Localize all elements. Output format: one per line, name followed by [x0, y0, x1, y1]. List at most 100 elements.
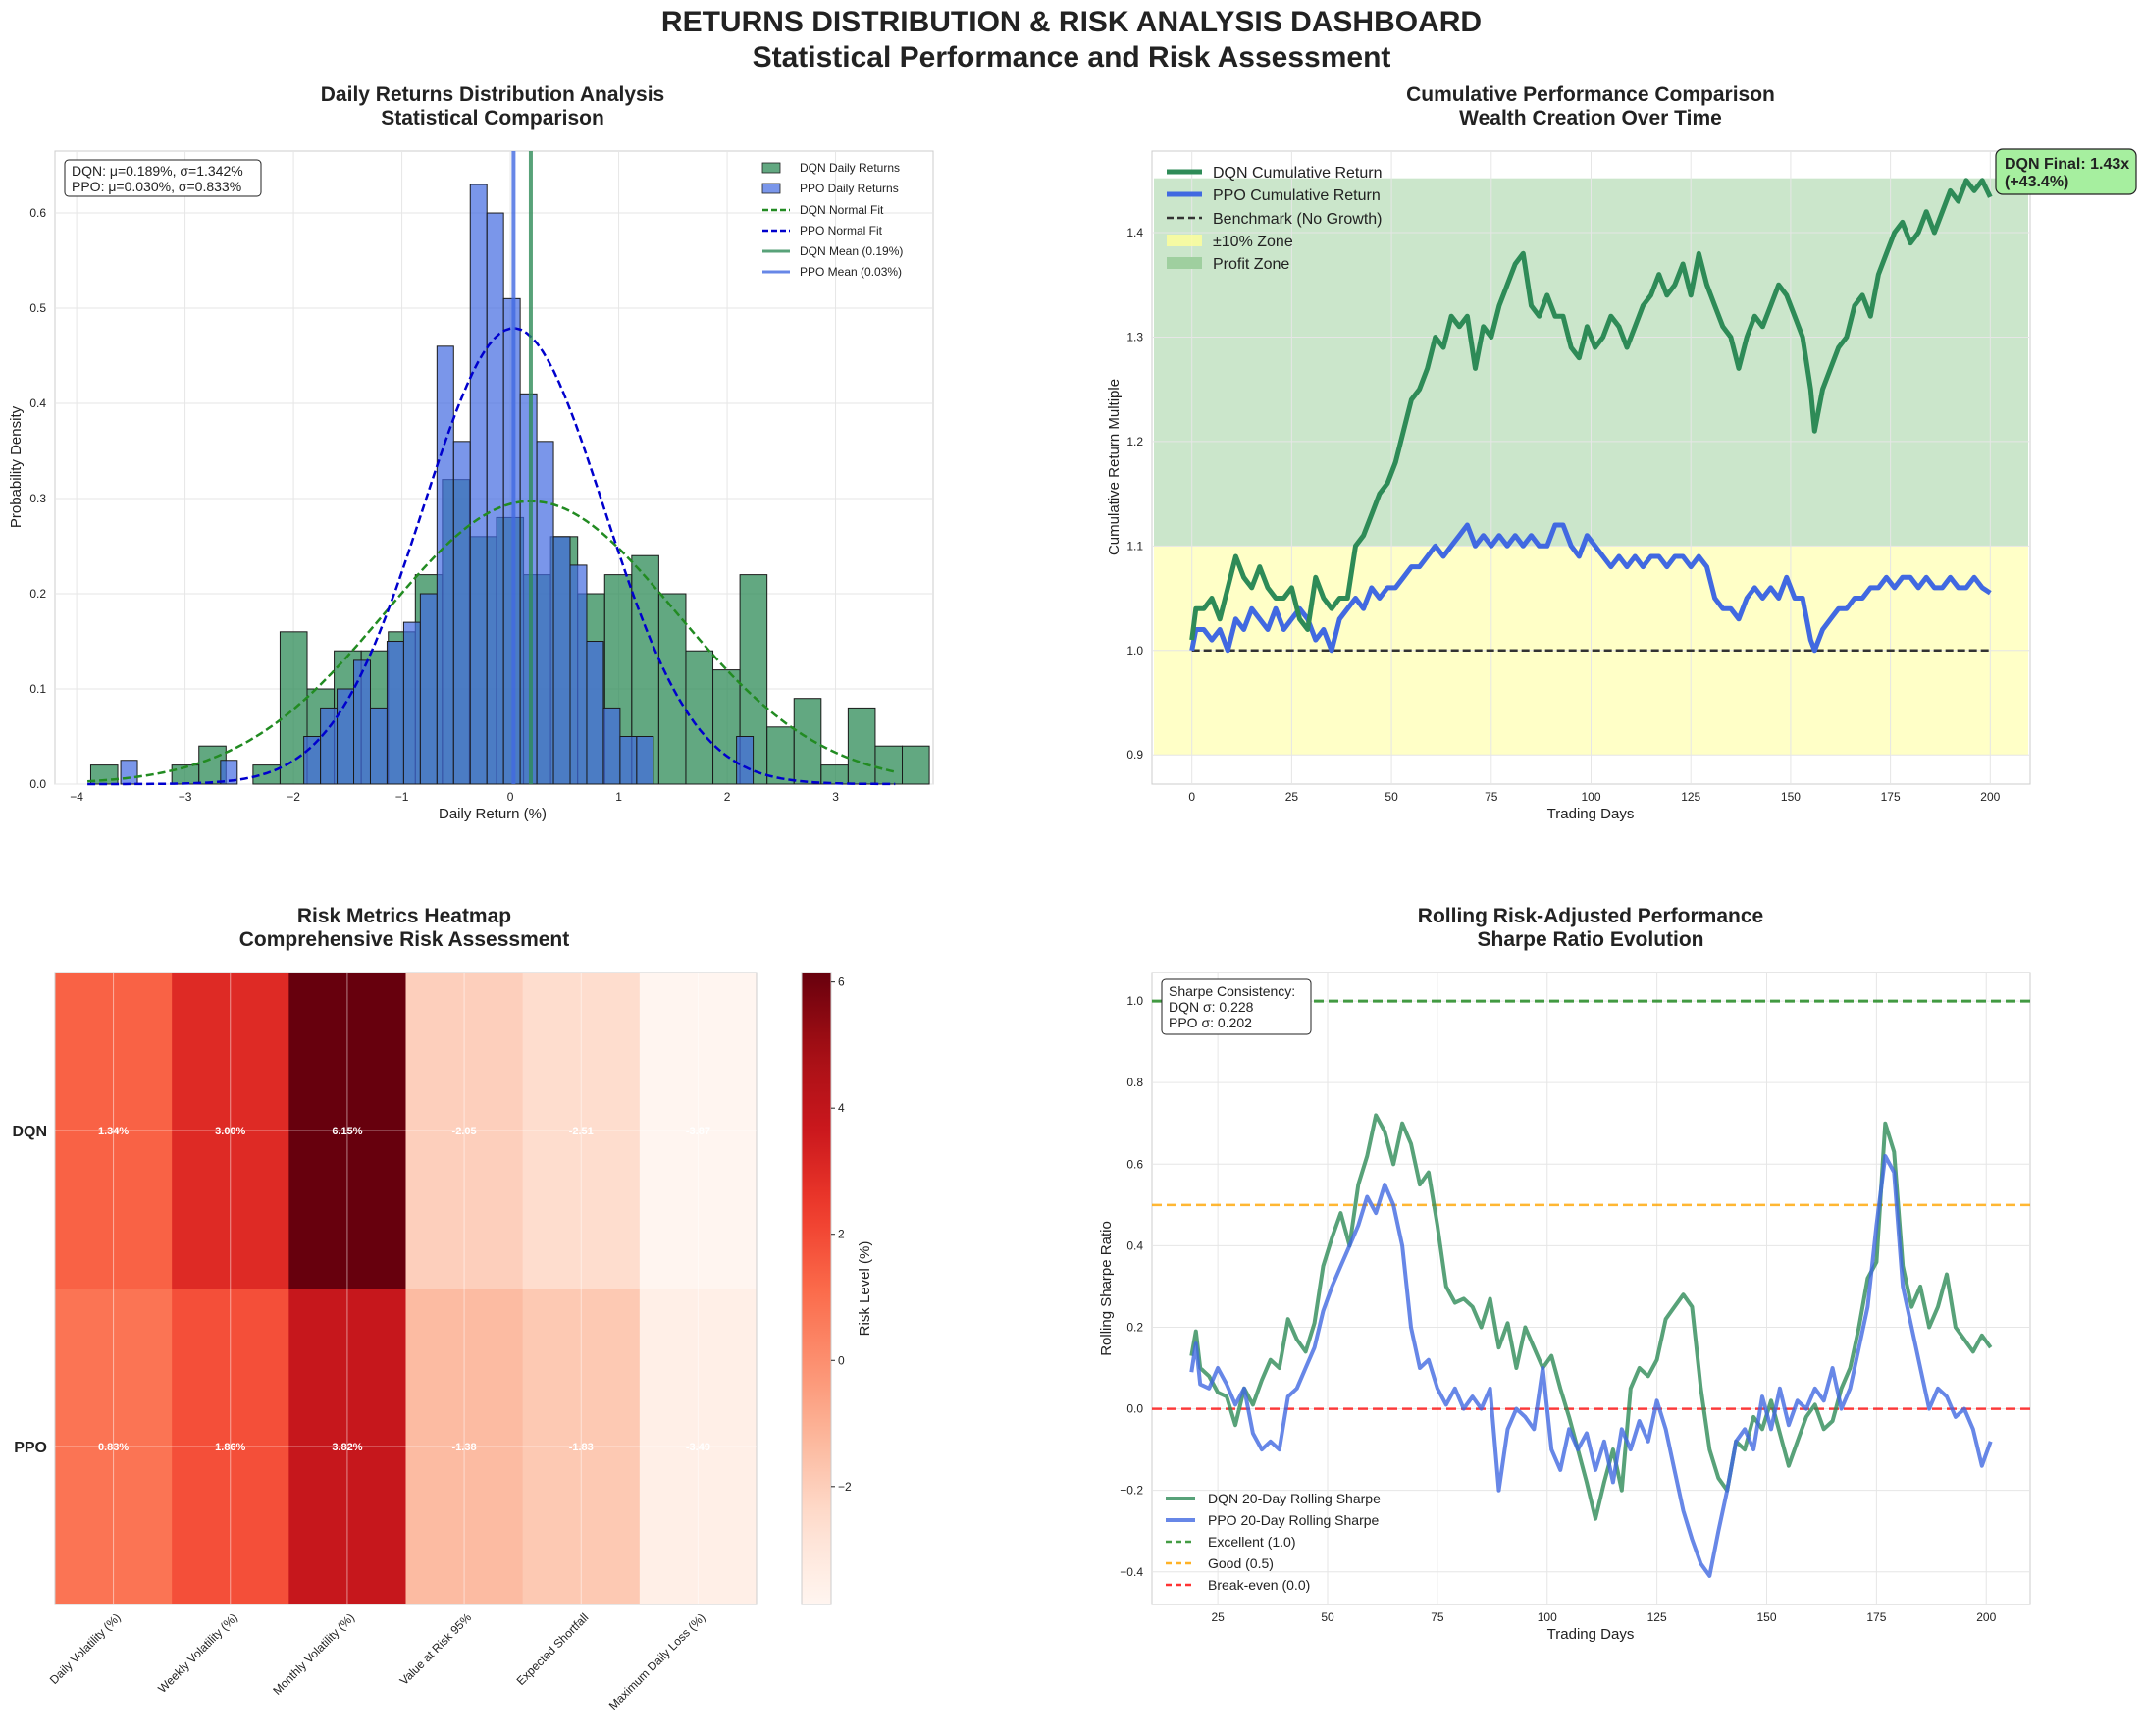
- ppo-hist-bar: [419, 593, 438, 785]
- dqn-cumulative-line: [1189, 178, 1993, 641]
- dqn-rolling-sharpe-line: [1189, 1113, 1993, 1521]
- heatmap-column-label: Weekly Volatility (%): [155, 1610, 240, 1696]
- hist-ytick-label: 0.3: [29, 492, 46, 505]
- hist-ytick-label: 0.2: [29, 587, 46, 601]
- hist-legend: DQN Daily Returns PPO Daily Returns DQN …: [761, 161, 903, 279]
- cum-legend-dqn: DQN Cumulative Return: [1213, 165, 1383, 182]
- ppo-hist-bar: [452, 441, 471, 785]
- cum-xtick-label: 75: [1485, 790, 1498, 804]
- ppo-hist-bar: [402, 621, 421, 785]
- ppo-hist-bar: [619, 736, 638, 785]
- hist-title: Daily Returns Distribution Analysis: [321, 83, 664, 106]
- sharpe-stats-dqn: DQN σ: 0.228: [1169, 999, 1254, 1015]
- heatmap-row-label: PPO: [14, 1440, 47, 1456]
- sharpe-stats-ppo: PPO σ: 0.202: [1169, 1015, 1252, 1030]
- hist-stats-dqn: DQN: μ=0.189%, σ=1.342%: [72, 163, 243, 179]
- heat-colorbar-label: Risk Level (%): [857, 1241, 873, 1337]
- dqn-hist-bar: [847, 707, 876, 785]
- colorbar-tick-label: 2: [838, 1228, 845, 1241]
- returns-distribution-panel: Daily Returns Distribution Analysis Stat…: [8, 83, 934, 822]
- sharpe-xtick-label: 100: [1538, 1610, 1557, 1624]
- dqn-hist-bar: [712, 669, 741, 785]
- ppo-hist-bar: [552, 536, 571, 785]
- sharpe-subtitle: Sharpe Ratio Evolution: [1477, 928, 1703, 951]
- sharpe-title: Rolling Risk-Adjusted Performance: [1418, 905, 1763, 927]
- heatmap-column-label: Daily Volatility (%): [47, 1610, 124, 1687]
- ppo-hist-bar: [303, 736, 322, 785]
- hist-stats-box: DQN: μ=0.189%, σ=1.342% PPO: μ=0.030%, σ…: [64, 159, 262, 197]
- ppo-hist-bar: [353, 659, 371, 785]
- cum-xtick-label: 100: [1581, 790, 1600, 804]
- cum-ylabel: Cumulative Return Multiple: [1106, 379, 1123, 555]
- cum-xlabel: Trading Days: [1547, 806, 1635, 822]
- sharpe-ytick-label: 0.6: [1126, 1157, 1143, 1171]
- hist-ytick-label: 0.0: [29, 777, 46, 791]
- sharpe-ytick-label: 0.4: [1126, 1238, 1143, 1252]
- colorbar: [801, 972, 832, 1605]
- cum-ytick-label: 1.1: [1126, 539, 1143, 552]
- cum-xtick-label: 200: [1980, 790, 2000, 804]
- ppo-hist-bar: [386, 641, 404, 785]
- ppo-hist-bar: [519, 393, 538, 785]
- dqn-hist-bar: [793, 698, 822, 785]
- sharpe-legend-excellent: Excellent (1.0): [1208, 1534, 1295, 1550]
- cum-ytick-label: 1.2: [1126, 435, 1143, 448]
- sharpe-legend-good: Good (0.5): [1208, 1555, 1274, 1571]
- sharpe-xtick-label: 200: [1976, 1610, 1996, 1624]
- sharpe-ylabel: Rolling Sharpe Ratio: [1098, 1221, 1115, 1356]
- cum-final-label: DQN Final: 1.43x: [2005, 156, 2129, 173]
- sharpe-xtick-label: 50: [1321, 1610, 1334, 1624]
- dqn-hist-bar: [685, 650, 714, 785]
- hist-legend-dqn-mean: DQN Mean (0.19%): [800, 244, 903, 258]
- dqn-hist-bar: [874, 745, 904, 785]
- hist-xtick-label: −2: [287, 790, 300, 804]
- ppo-hist-bar: [469, 184, 488, 785]
- colorbar-tick-label: 6: [838, 975, 845, 989]
- sharpe-stats-heading: Sharpe Consistency:: [1169, 983, 1295, 999]
- cumulative-performance-panel: Cumulative Performance Comparison Wealth…: [1106, 83, 2137, 822]
- hist-xtick-label: 0: [507, 790, 514, 804]
- risk-heatmap-panel: Risk Metrics Heatmap Comprehensive Risk …: [12, 905, 873, 1712]
- ppo-hist-bar: [736, 736, 755, 785]
- hist-ylabel: Probability Density: [8, 405, 25, 528]
- sharpe-ytick-label: −0.4: [1120, 1565, 1143, 1579]
- cum-title: Cumulative Performance Comparison: [1406, 83, 1775, 106]
- cum-xtick-label: 125: [1681, 790, 1700, 804]
- sharpe-xlabel: Trading Days: [1547, 1626, 1635, 1643]
- ppo-normal-fit: [87, 327, 896, 786]
- hist-stats-ppo: PPO: μ=0.030%, σ=0.833%: [72, 179, 241, 194]
- cum-ytick-label: 0.9: [1126, 748, 1143, 762]
- sharpe-legend: DQN 20-Day Rolling Sharpe PPO 20-Day Rol…: [1166, 1491, 1381, 1593]
- hist-legend-dqn-fit: DQN Normal Fit: [800, 203, 884, 217]
- sharpe-legend-breakeven: Break-even (0.0): [1208, 1577, 1310, 1593]
- cum-legend-ppo: PPO Cumulative Return: [1213, 187, 1381, 204]
- rolling-sharpe-panel: Rolling Risk-Adjusted Performance Sharpe…: [1098, 905, 2031, 1643]
- hist-ytick-label: 0.1: [29, 682, 46, 696]
- sharpe-xtick-label: 175: [1866, 1610, 1886, 1624]
- cum-ytick-label: 1.0: [1126, 644, 1143, 658]
- heatmap-row-label: DQN: [12, 1124, 47, 1140]
- hist-ytick-label: 0.5: [29, 301, 46, 315]
- dashboard-title: RETURNS DISTRIBUTION & RISK ANALYSIS DAS…: [661, 6, 1482, 38]
- hist-xtick-label: −3: [179, 790, 192, 804]
- heatmap-frame: [54, 972, 758, 1605]
- colorbar-tick-label: 0: [838, 1353, 845, 1367]
- cum-ytick-label: 1.3: [1126, 330, 1143, 343]
- heat-subtitle: Comprehensive Risk Assessment: [239, 928, 570, 951]
- sharpe-legend-ppo: PPO 20-Day Rolling Sharpe: [1208, 1512, 1380, 1528]
- ppo-hist-bar: [369, 707, 388, 785]
- sharpe-xtick-label: 75: [1431, 1610, 1444, 1624]
- cum-legend-ten-zone: ±10% Zone: [1213, 234, 1293, 250]
- hist-ytick-label: 0.6: [29, 206, 46, 220]
- ppo-hist-bar: [436, 345, 454, 785]
- cum-xtick-label: 175: [1881, 790, 1901, 804]
- sharpe-ytick-label: −0.2: [1120, 1484, 1143, 1498]
- dashboard-subtitle: Statistical Performance and Risk Assessm…: [753, 41, 1391, 74]
- ppo-hist-bar: [602, 707, 621, 785]
- ppo-hist-bar: [486, 212, 504, 785]
- dqn-hist-bar: [657, 593, 687, 785]
- hist-legend-ppo: PPO Daily Returns: [800, 182, 899, 195]
- sharpe-ytick-label: 1.0: [1126, 994, 1143, 1008]
- hist-xtick-label: −1: [395, 790, 409, 804]
- colorbar-tick-label: −2: [838, 1480, 852, 1494]
